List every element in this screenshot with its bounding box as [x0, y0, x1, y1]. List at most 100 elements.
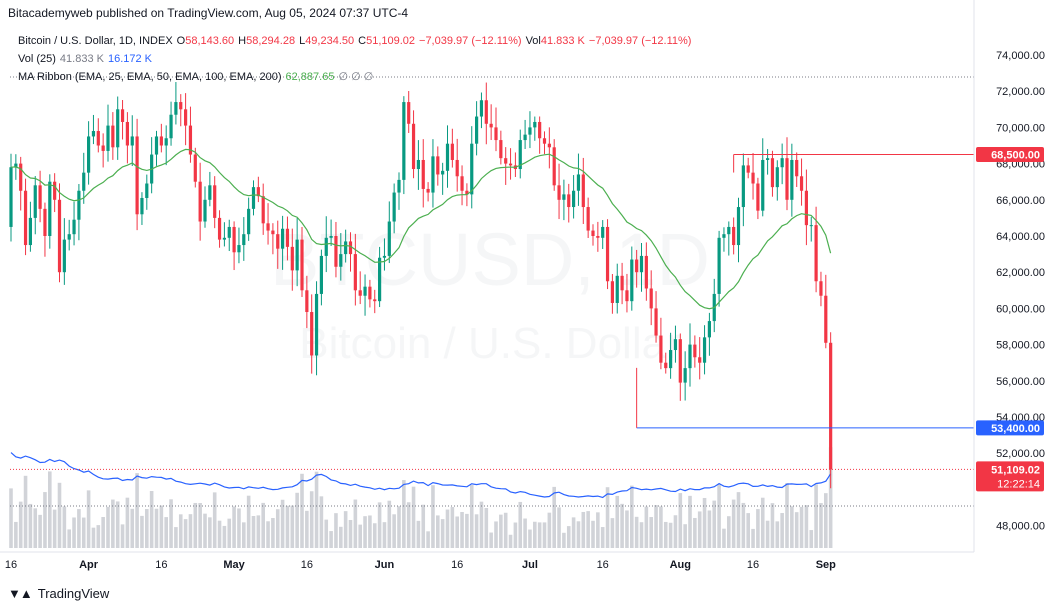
x-tick-label: 16 [451, 559, 463, 571]
volume-bar [780, 513, 784, 548]
candle-body [247, 208, 251, 235]
resistance-price-tag: 68,500.00 [991, 150, 1040, 162]
volume-bar [227, 518, 232, 548]
publish-info: Bitacademyweb published on TradingView.c… [8, 6, 409, 20]
candle-body [436, 156, 440, 175]
price-axis[interactable]: 74,000.0072,000.0070,000.0068,000.0066,0… [996, 50, 1045, 533]
volume-bar [450, 507, 455, 548]
volume-bar [280, 499, 285, 548]
candle-body [261, 196, 265, 224]
volume-bar [334, 513, 338, 548]
volume-bar [683, 524, 687, 548]
candle-body [620, 275, 624, 291]
candle-body [295, 239, 299, 271]
symbol-legend[interactable]: Bitcoin / U.S. Dollar, 1D, INDEX O58,143.… [18, 35, 695, 47]
volume-bar [746, 513, 750, 548]
volume-bar [828, 447, 833, 548]
volume-bar [663, 521, 668, 548]
volume-bar [727, 516, 731, 548]
footer-brand[interactable]: ▼▲ TradingView [8, 586, 109, 601]
volume-bar [513, 522, 518, 548]
candle-body [111, 125, 115, 148]
volume-bar [697, 511, 702, 548]
ma-ribbon-legend[interactable]: MA Ribbon (EMA, 25, EMA, 50, EMA, 100, E… [18, 70, 377, 83]
candle-body [693, 344, 697, 358]
volume-bar [460, 512, 464, 548]
symbol-title[interactable]: Bitcoin / U.S. Dollar, 1D, INDEX [18, 35, 173, 47]
volume-bar [48, 471, 52, 548]
candle-body [664, 362, 668, 369]
change-value: −7,039.97 (−12.11%) [419, 35, 522, 47]
candle-body [819, 281, 823, 296]
candle-body [615, 275, 619, 303]
volume-bar [169, 499, 173, 548]
y-tick-label: 74,000.00 [996, 50, 1045, 62]
volume-bar [654, 505, 658, 548]
volume-bar [416, 520, 421, 548]
volume-bar [295, 492, 299, 548]
candle-body [392, 192, 396, 222]
volume-bar [52, 509, 57, 548]
volume-bar [368, 515, 372, 548]
candle-body [179, 102, 183, 110]
volume-bar [319, 496, 324, 548]
volume-bar [159, 505, 164, 548]
candle-body [266, 223, 270, 231]
volume-bar [261, 502, 265, 548]
volume-bar [72, 517, 76, 548]
candle-body [242, 234, 246, 246]
candle-body [562, 194, 566, 200]
candle-body [53, 181, 57, 200]
candle-body [416, 159, 420, 170]
volume-bar [605, 487, 610, 548]
last-price-tag-bg [976, 461, 1044, 492]
volume-bar [644, 506, 649, 548]
candle-body [329, 236, 333, 238]
ma-label[interactable]: MA Ribbon (EMA, 25, EMA, 50, EMA, 100, E… [18, 71, 282, 83]
volume-bar [242, 522, 246, 548]
candle-body [688, 344, 692, 369]
volume-bar [436, 515, 440, 548]
volume-bar [518, 501, 523, 548]
volume-bar [9, 488, 13, 548]
volume-bar [115, 501, 120, 548]
candle-body [82, 172, 86, 191]
vol25-label[interactable]: Vol (25) [18, 53, 56, 65]
volume-bar [343, 511, 348, 548]
volume-bar [785, 483, 789, 548]
candle-body [217, 217, 222, 240]
volume-bar [14, 521, 18, 548]
volume-bar [208, 517, 212, 548]
candle-body [698, 357, 702, 363]
candle-body [732, 226, 736, 246]
volume-legend[interactable]: Vol (25) 41.833 K 16.172 K [18, 53, 156, 65]
volume-bar [562, 532, 566, 548]
volume-bar [479, 501, 484, 548]
candle-body [9, 167, 13, 227]
countdown-tag: 12:22:14 [997, 478, 1040, 490]
candle-body [751, 172, 755, 184]
candle-body [334, 236, 338, 267]
x-tick-label: Sep [816, 559, 836, 571]
candle-body [43, 208, 47, 236]
time-axis[interactable]: 16 Apr 16 May 16 Jun 16 Jul 16 Aug 16 Sep [5, 559, 836, 571]
candle-body [339, 254, 343, 267]
volume-bar [106, 506, 110, 548]
candle-body [421, 159, 425, 189]
volume-bar [760, 497, 765, 548]
candle-body [673, 339, 678, 351]
candle-body [116, 109, 120, 148]
volume-bar [494, 521, 498, 548]
volume-bar [91, 527, 96, 548]
volume-bar [610, 518, 615, 548]
candle-body [489, 123, 493, 128]
candle-body [387, 221, 391, 256]
candle-body [344, 241, 348, 255]
candle-body [314, 293, 319, 356]
price-candles [9, 82, 833, 489]
volume-bar [625, 510, 629, 548]
volume-bar [770, 503, 775, 548]
candle-body [586, 207, 590, 231]
volume-ma-line [10, 452, 832, 499]
